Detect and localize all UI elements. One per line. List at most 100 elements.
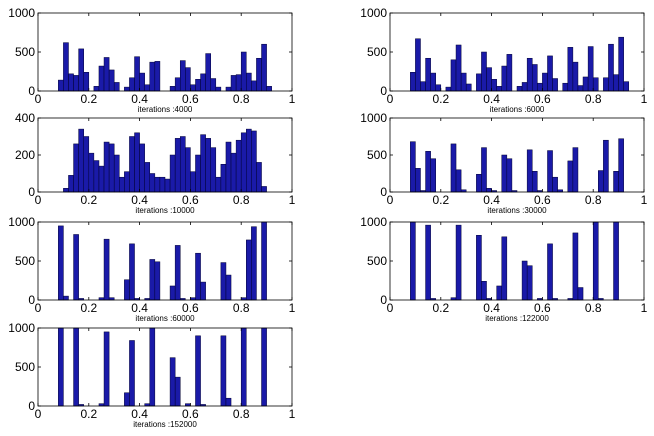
x-tick-label: 1 bbox=[289, 407, 296, 421]
histogram-bar bbox=[410, 72, 416, 92]
histogram-bar bbox=[496, 86, 503, 92]
x-tick-label: 0.2 bbox=[80, 301, 97, 315]
histogram-bar bbox=[108, 69, 115, 92]
y-tick-label: 500 bbox=[15, 360, 35, 374]
histogram-bar bbox=[63, 42, 69, 92]
subplot-2: 0 0.2 0.4 0.6 0.8 1 0 500 1000 iterations :6000 bbox=[360, 6, 647, 114]
histogram-bar bbox=[552, 176, 558, 193]
histogram-bar bbox=[83, 136, 90, 193]
histogram-bar bbox=[501, 154, 508, 193]
histogram-bar bbox=[103, 57, 110, 92]
x-tick-label: 1 bbox=[641, 193, 648, 207]
histogram-bar bbox=[486, 67, 492, 92]
histogram-bar bbox=[587, 46, 594, 92]
histogram-bar bbox=[516, 86, 523, 92]
histogram-bar bbox=[526, 57, 533, 92]
histogram-bar bbox=[78, 48, 84, 92]
histogram-bar bbox=[235, 74, 242, 92]
histogram-bar bbox=[537, 82, 543, 92]
x-axis-label: iterations :30000 bbox=[487, 206, 547, 215]
histogram-bar bbox=[501, 65, 508, 92]
histogram-bar bbox=[542, 72, 548, 92]
histogram-bar bbox=[572, 147, 579, 193]
y-tick-label: 0 bbox=[28, 84, 35, 98]
histogram-bar bbox=[613, 171, 619, 193]
x-tick-label: 0.4 bbox=[483, 301, 500, 315]
histogram-bar bbox=[73, 75, 79, 92]
histogram-bar bbox=[562, 82, 569, 92]
histogram-bar bbox=[195, 252, 201, 301]
histogram-bar bbox=[230, 152, 237, 193]
histogram-bar bbox=[154, 176, 161, 193]
y-tick-label: 0 bbox=[28, 399, 35, 413]
histogram-bar bbox=[425, 151, 431, 193]
histogram-bar bbox=[420, 81, 426, 92]
histogram-bar bbox=[230, 75, 237, 92]
x-axis-label: iterations :122000 bbox=[485, 314, 549, 323]
histogram-bar bbox=[240, 132, 247, 193]
histogram-bar bbox=[98, 65, 105, 92]
x-axis-label: iterations :152000 bbox=[133, 420, 197, 429]
y-tick-label: 400 bbox=[15, 111, 35, 125]
histogram-bar bbox=[124, 171, 130, 193]
histogram-bar bbox=[251, 80, 257, 92]
x-tick-label: 0.6 bbox=[534, 193, 551, 207]
histogram-bar bbox=[506, 54, 513, 92]
histogram-bar bbox=[63, 188, 69, 193]
histogram-bar bbox=[164, 178, 171, 193]
histogram-bar bbox=[261, 221, 267, 301]
x-tick-label: 0.6 bbox=[182, 407, 199, 421]
histogram-bar bbox=[251, 130, 257, 193]
histogram-bar bbox=[124, 279, 130, 301]
x-tick-label: 0.2 bbox=[432, 193, 449, 207]
histogram-bar bbox=[174, 77, 181, 92]
histogram-bar bbox=[572, 61, 579, 92]
x-tick-label: 0.8 bbox=[233, 301, 250, 315]
y-tick-label: 500 bbox=[367, 148, 387, 162]
x-tick-label: 0 bbox=[35, 301, 42, 315]
histogram-bar bbox=[169, 357, 176, 407]
histogram-bar bbox=[58, 327, 64, 407]
histogram-bar bbox=[455, 169, 462, 193]
histogram-bar bbox=[149, 173, 156, 193]
histogram-bar bbox=[246, 128, 252, 193]
histogram-bar bbox=[174, 245, 181, 301]
histogram-bar bbox=[98, 165, 105, 193]
histogram-bar bbox=[108, 143, 115, 193]
histogram-bar bbox=[205, 53, 211, 92]
histogram-bar bbox=[460, 72, 467, 92]
histogram-bar bbox=[256, 162, 262, 193]
histogram-bar bbox=[501, 236, 508, 301]
histogram-bar bbox=[225, 141, 232, 193]
y-tick-label: 500 bbox=[15, 45, 35, 59]
x-tick-label: 0.2 bbox=[80, 92, 97, 106]
histogram-bar bbox=[149, 327, 156, 407]
histogram-bar bbox=[124, 392, 130, 407]
y-tick-label: 0 bbox=[28, 293, 35, 307]
histogram-bar bbox=[185, 147, 191, 193]
histogram-bar bbox=[215, 176, 222, 193]
histogram-bar bbox=[486, 188, 492, 193]
histogram-bar bbox=[481, 281, 487, 301]
histogram-bar bbox=[103, 238, 110, 301]
histogram-bar bbox=[210, 147, 217, 193]
histogram-bar bbox=[552, 78, 558, 92]
histogram-bar bbox=[179, 60, 186, 92]
x-tick-label: 0.4 bbox=[131, 407, 148, 421]
histogram-bar bbox=[103, 331, 110, 407]
x-tick-label: 0.6 bbox=[182, 193, 199, 207]
subplot-7: 0 0.2 0.4 0.6 0.8 1 0 500 1000 iterations :152000 bbox=[8, 321, 295, 429]
x-tick-label: 0.4 bbox=[483, 193, 500, 207]
histogram-bar bbox=[129, 340, 135, 407]
y-tick-label: 1000 bbox=[360, 215, 387, 229]
histogram-bar bbox=[124, 86, 130, 92]
histogram-bar bbox=[154, 261, 161, 301]
histogram-bar bbox=[200, 281, 206, 301]
x-tick-label: 0.6 bbox=[182, 92, 199, 106]
histogram-bar bbox=[476, 173, 482, 193]
y-tick-label: 200 bbox=[15, 148, 35, 162]
histogram-bar bbox=[613, 74, 619, 92]
histogram-bar bbox=[195, 154, 201, 193]
y-tick-label: 500 bbox=[367, 254, 387, 268]
